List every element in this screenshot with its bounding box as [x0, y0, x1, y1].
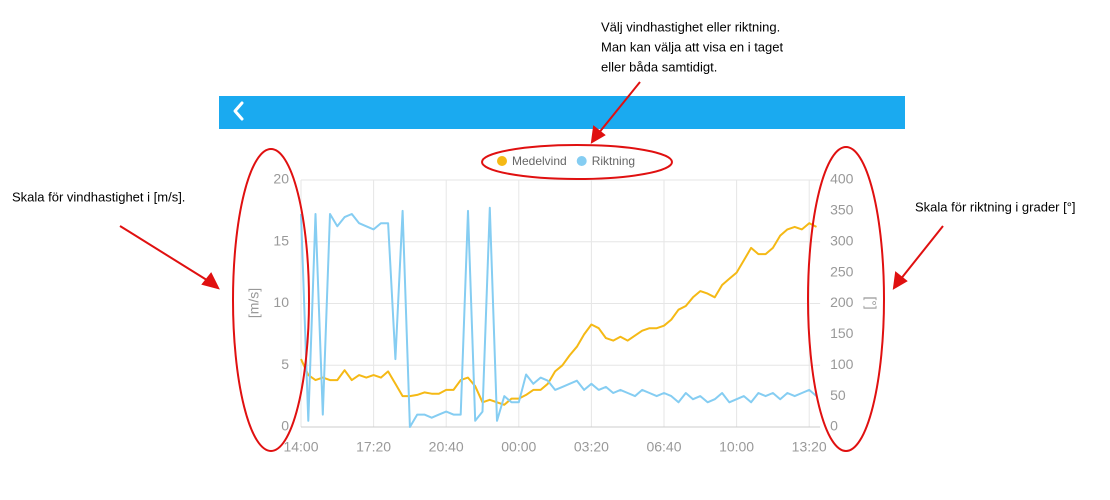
series-line: [300, 206, 818, 428]
arrow-head: [201, 272, 220, 290]
y2-tick-label: 200: [830, 294, 854, 310]
y-tick-label: 5: [281, 356, 289, 372]
arrow-head: [590, 125, 606, 144]
app-bar: [219, 96, 905, 129]
y2-tick-label: 150: [830, 325, 854, 341]
highlight-ellipse: [232, 148, 310, 452]
x-tick-label: 20:40: [429, 439, 464, 455]
arrow: [597, 81, 641, 135]
arrow-head: [892, 271, 908, 290]
y2-tick-label: 300: [830, 232, 854, 248]
arrow: [899, 225, 944, 281]
x-tick-label: 00:00: [501, 439, 536, 455]
y-axis-label: [m/s]: [246, 288, 262, 318]
y2-tick-label: 400: [830, 171, 854, 187]
x-tick-label: 10:00: [719, 439, 754, 455]
y-tick-label: 15: [273, 232, 289, 248]
y2-tick-label: 250: [830, 263, 854, 279]
y2-axis-label: [°]: [863, 296, 879, 309]
highlight-ellipse: [481, 144, 673, 180]
annotation: Välj vindhastighet eller riktning.: [601, 19, 780, 34]
annotation: Man kan välja att visa en i taget: [601, 39, 783, 54]
y2-tick-label: 350: [830, 202, 854, 218]
legend-dot: [576, 156, 587, 166]
x-tick-label: 06:40: [646, 439, 681, 455]
highlight-ellipse: [807, 146, 885, 452]
series-line: [300, 222, 817, 406]
annotation: Skala för riktning i grader [°]: [915, 199, 1076, 214]
y-tick-label: 20: [273, 171, 289, 187]
y-tick-label: 10: [273, 294, 289, 310]
x-tick-label: 13:20: [792, 439, 827, 455]
arrow: [119, 225, 211, 283]
y-tick-label: 0: [281, 418, 289, 434]
legend-label[interactable]: Medelvind: [512, 154, 567, 168]
annotation: eller båda samtidigt.: [601, 59, 717, 74]
y2-tick-label: 100: [830, 356, 854, 372]
annotation: Skala för vindhastighet i [m/s].: [12, 189, 185, 204]
red-markup: [119, 81, 944, 452]
x-tick-label: 03:20: [574, 439, 609, 455]
legend-dot: [497, 156, 507, 166]
y2-tick-label: 50: [830, 387, 846, 403]
y2-tick-label: 0: [830, 418, 838, 434]
x-tick-label: 14:00: [283, 439, 318, 455]
back-button[interactable]: [233, 101, 244, 121]
legend-label[interactable]: Riktning: [592, 154, 635, 168]
x-tick-label: 17:20: [356, 439, 391, 455]
